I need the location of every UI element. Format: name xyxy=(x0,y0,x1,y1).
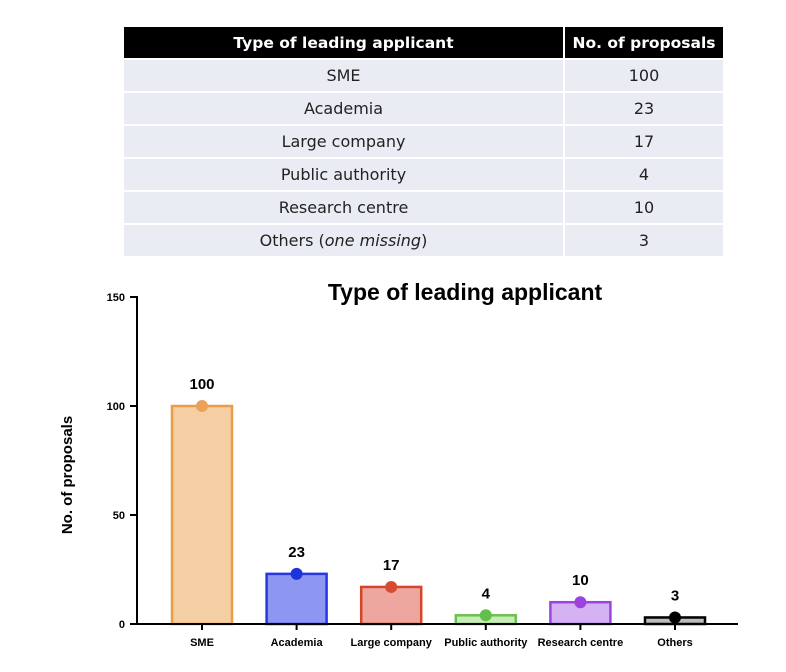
x-tick-label: Research centre xyxy=(538,637,624,649)
table-row: Others (one missing) 3 xyxy=(124,223,723,256)
applicant-type: Large company xyxy=(281,132,406,151)
data-table: Type of leading applicant No. of proposa… xyxy=(124,27,723,256)
applicant-type: Others xyxy=(259,231,314,250)
column-header-count: No. of proposals xyxy=(563,27,723,59)
x-tick-label: Large company xyxy=(351,637,433,649)
x-tick-label: Public authority xyxy=(444,637,528,649)
y-axis-label: No. of proposals xyxy=(59,416,76,534)
x-tick-label: Others xyxy=(657,637,692,649)
applicant-type: Research centre xyxy=(278,198,409,217)
table-row: SME 100 xyxy=(124,58,723,92)
table-cell-count: 10 xyxy=(563,190,723,224)
table-row: Public authority 4 xyxy=(124,157,723,191)
data-label: 23 xyxy=(288,544,305,561)
data-point xyxy=(574,596,587,609)
table-header-row: Type of leading applicant No. of proposa… xyxy=(124,27,723,59)
bar-academia xyxy=(265,572,328,626)
data-point xyxy=(290,567,303,580)
bars: 100 23 17 4 10 3 xyxy=(170,376,707,626)
applicant-type: SME xyxy=(326,66,361,85)
row-note: one missing xyxy=(324,231,422,250)
data-point xyxy=(669,611,681,624)
table-cell-count: 4 xyxy=(563,157,723,191)
y-tick-label: 100 xyxy=(107,401,125,413)
data-label: 3 xyxy=(671,587,679,604)
y-axis: 0 50 100 150 xyxy=(107,292,138,631)
data-point xyxy=(385,580,398,593)
x-tick-label: SME xyxy=(190,637,214,649)
data-label: 17 xyxy=(383,557,400,574)
bar-sme xyxy=(170,404,234,626)
data-label: 100 xyxy=(189,376,214,393)
table-cell-type: Public authority xyxy=(124,157,564,191)
applicant-type: Academia xyxy=(303,99,384,118)
table-row: Research centre 10 xyxy=(124,190,723,224)
table-cell-type: Academia xyxy=(124,91,564,125)
data-point xyxy=(196,400,208,412)
chart-title: Type of leading applicant xyxy=(328,279,603,305)
table-cell-count: 17 xyxy=(563,124,723,158)
table-cell-count: 3 xyxy=(563,223,723,256)
y-tick-label: 150 xyxy=(107,292,125,304)
column-header-type: Type of leading applicant xyxy=(124,27,564,59)
bar-chart: Type of leading applicant No. of proposa… xyxy=(59,279,738,649)
x-axis: SME Academia Large company Public authority… xyxy=(136,623,738,649)
table-cell-type: Large company xyxy=(124,124,564,158)
table-cell-type: Others (one missing) xyxy=(124,223,564,256)
data-label: 4 xyxy=(482,585,491,602)
applicant-type: Public authority xyxy=(280,165,407,184)
table-cell-count: 100 xyxy=(563,58,723,92)
table-cell-type: SME xyxy=(124,58,564,92)
table-row: Academia 23 xyxy=(124,91,723,125)
x-tick-label: Academia xyxy=(271,637,324,649)
y-tick-label: 50 xyxy=(113,510,125,522)
table-cell-count: 23 xyxy=(563,91,723,125)
table-cell-type: Research centre xyxy=(124,190,564,224)
y-tick-label: 0 xyxy=(119,619,125,631)
data-point xyxy=(479,609,492,622)
data-label: 10 xyxy=(572,572,589,589)
table-row: Large company 17 xyxy=(124,124,723,158)
